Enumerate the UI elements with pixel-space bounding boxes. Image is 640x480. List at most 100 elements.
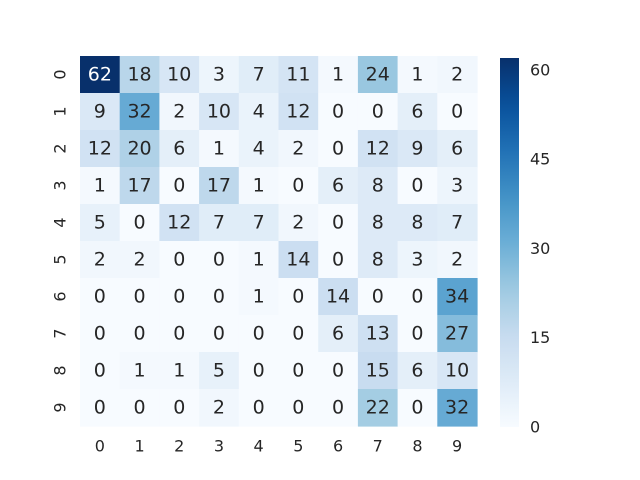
heatmap-cell-r5-c6 bbox=[318, 241, 359, 279]
heatmap-cell-r5-c3 bbox=[199, 241, 240, 279]
heatmap-cell-r1-c9 bbox=[437, 93, 478, 131]
heatmap-cell-r8-c1 bbox=[119, 352, 160, 390]
heatmap-cell-r7-c1 bbox=[119, 315, 160, 353]
colorbar-tick-labels: 0 15 30 45 60 bbox=[530, 60, 550, 436]
cell-annotation-r5-c3: 0 bbox=[213, 249, 225, 271]
cell-annotation-r3-c1: 17 bbox=[127, 175, 151, 197]
cell-annotation-r9-c3: 2 bbox=[213, 397, 225, 419]
heatmap-cell-r2-c9 bbox=[437, 130, 478, 168]
cell-annotation-r9-c2: 0 bbox=[173, 397, 185, 419]
heatmap-cell-r3-c1 bbox=[119, 167, 160, 205]
cell-annotation-r0-c0: 62 bbox=[88, 64, 112, 86]
heatmap-cell-r5-c0 bbox=[80, 241, 121, 279]
cell-annotation-r2-c2: 6 bbox=[173, 138, 185, 160]
y-tick-label-5: 5 bbox=[51, 254, 70, 264]
heatmap-cell-r9-c1 bbox=[119, 389, 160, 427]
heatmap-cell-r6-c2 bbox=[159, 278, 200, 316]
heatmap-cell-r6-c7 bbox=[357, 278, 399, 316]
heatmap-cell-r6-c9 bbox=[437, 278, 478, 316]
cell-annotation-r4-c7: 8 bbox=[372, 212, 384, 234]
heatmap-cell-r1-c4 bbox=[238, 93, 280, 131]
cell-annotation-r5-c2: 0 bbox=[173, 249, 185, 271]
cell-annotation-r7-c7: 13 bbox=[366, 323, 390, 345]
x-tick-label-8: 8 bbox=[412, 437, 422, 456]
cell-annotations: 62 18 10 3 7 11 1 24 1 29 32 2 10 4 12 0 0 6 012 20 6 1 4 2 0 12 9… bbox=[88, 64, 469, 419]
heatmap-cell-r1-c2 bbox=[159, 93, 200, 131]
cell-annotation-r7-c1: 0 bbox=[134, 323, 146, 345]
cell-annotation-r8-c4: 0 bbox=[253, 360, 265, 382]
cell-annotation-r2-c5: 2 bbox=[292, 138, 304, 160]
heatmap-cell-r7-c3 bbox=[199, 315, 240, 353]
heatmap-cell-r7-c5 bbox=[278, 315, 319, 353]
heatmap-cell-r2-c2 bbox=[159, 130, 200, 168]
cell-annotation-r7-c0: 0 bbox=[94, 323, 106, 345]
heatmap-cell-r4-c7 bbox=[357, 204, 399, 242]
y-tick-label-3: 3 bbox=[51, 180, 70, 190]
heatmap-cell-r8-c3 bbox=[199, 352, 240, 390]
y-tick-label-4: 4 bbox=[51, 217, 70, 227]
heatmap-cell-r9-c9 bbox=[437, 389, 478, 427]
cell-annotation-r3-c5: 0 bbox=[292, 175, 304, 197]
heatmap-cell-r2-c1 bbox=[119, 130, 160, 168]
heatmap-cell-r7-c8 bbox=[397, 315, 438, 353]
heatmap-cell-r4-c1 bbox=[119, 204, 160, 242]
cell-annotation-r0-c9: 2 bbox=[451, 64, 463, 86]
cell-annotation-r9-c8: 0 bbox=[411, 397, 423, 419]
heatmap-cell-r0-c2 bbox=[159, 56, 200, 94]
cell-annotation-r1-c4: 4 bbox=[253, 101, 265, 123]
x-tick-label-2: 2 bbox=[174, 437, 184, 456]
heatmap-cell-r9-c6 bbox=[318, 389, 359, 427]
cell-annotation-r1-c6: 0 bbox=[332, 101, 344, 123]
cell-annotation-r4-c6: 0 bbox=[332, 212, 344, 234]
heatmap-cell-r0-c0 bbox=[80, 56, 121, 94]
cell-annotation-r8-c3: 5 bbox=[213, 360, 225, 382]
heatmap-cell-r5-c8 bbox=[397, 241, 438, 279]
heatmap-cell-r7-c7 bbox=[357, 315, 399, 353]
cell-annotation-r3-c7: 8 bbox=[372, 175, 384, 197]
heatmap-cell-r6-c5 bbox=[278, 278, 319, 316]
heatmap-cell-r9-c4 bbox=[238, 389, 280, 427]
cell-annotation-r9-c1: 0 bbox=[134, 397, 146, 419]
heatmap-cell-r6-c0 bbox=[80, 278, 121, 316]
heatmap-cell-r1-c3 bbox=[199, 93, 240, 131]
heatmap-cell-r6-c6 bbox=[318, 278, 359, 316]
heatmap-cell-r8-c4 bbox=[238, 352, 280, 390]
cell-annotation-r3-c4: 1 bbox=[253, 175, 265, 197]
heatmap-cell-r7-c9 bbox=[437, 315, 478, 353]
heatmap-cell-r7-c4 bbox=[238, 315, 280, 353]
heatmap-cell-r9-c7 bbox=[357, 389, 399, 427]
cell-annotation-r6-c8: 0 bbox=[411, 286, 423, 308]
heatmap-cell-r0-c8 bbox=[397, 56, 438, 94]
cell-annotation-r7-c2: 0 bbox=[173, 323, 185, 345]
heatmap-cell-r3-c4 bbox=[238, 167, 280, 205]
cell-annotation-r0-c7: 24 bbox=[366, 64, 390, 86]
cell-annotation-r3-c2: 0 bbox=[173, 175, 185, 197]
cell-annotation-r1-c0: 9 bbox=[94, 101, 106, 123]
cell-annotation-r5-c9: 2 bbox=[451, 249, 463, 271]
heatmap-cell-r3-c8 bbox=[397, 167, 438, 205]
heatmap-cell-r2-c7 bbox=[357, 130, 399, 168]
heatmap-cell-r6-c4 bbox=[238, 278, 280, 316]
cell-annotation-r8-c0: 0 bbox=[94, 360, 106, 382]
cell-annotation-r5-c8: 3 bbox=[411, 249, 423, 271]
cell-annotation-r4-c0: 5 bbox=[94, 212, 106, 234]
x-tick-label-9: 9 bbox=[452, 437, 462, 456]
heatmap-cell-r3-c5 bbox=[278, 167, 319, 205]
cell-annotation-r2-c6: 0 bbox=[332, 138, 344, 160]
cell-annotation-r5-c4: 1 bbox=[253, 249, 265, 271]
heatmap-cell-r3-c9 bbox=[437, 167, 478, 205]
cell-annotation-r0-c6: 1 bbox=[332, 64, 344, 86]
y-tick-label-7: 7 bbox=[51, 328, 70, 338]
heatmap-cell-r5-c4 bbox=[238, 241, 280, 279]
cell-annotation-r3-c8: 0 bbox=[411, 175, 423, 197]
heatmap-cell-r0-c1 bbox=[119, 56, 160, 94]
heatmap-cell-r7-c6 bbox=[318, 315, 359, 353]
cell-annotation-r2-c7: 12 bbox=[366, 138, 390, 160]
cell-annotation-r5-c1: 2 bbox=[134, 249, 146, 271]
cell-annotation-r2-c4: 4 bbox=[253, 138, 265, 160]
heatmap-cell-r8-c2 bbox=[159, 352, 200, 390]
cell-annotation-r9-c6: 0 bbox=[332, 397, 344, 419]
y-tick-labels: 0 1 2 3 4 5 6 7 8 9 bbox=[51, 69, 70, 412]
heatmap-cell-r4-c3 bbox=[199, 204, 240, 242]
